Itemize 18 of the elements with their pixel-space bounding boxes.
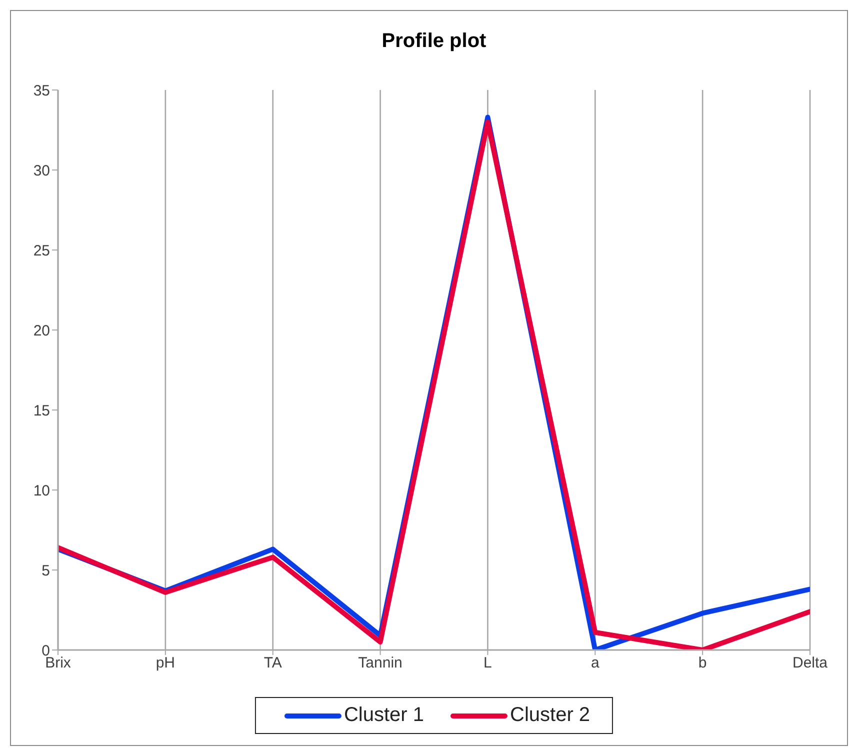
legend-label: Cluster 2 — [510, 704, 590, 727]
y-tick-label: 35 — [33, 82, 50, 100]
chart-title: Profile plot — [380, 30, 488, 53]
y-tick-label: 25 — [33, 242, 50, 260]
x-tick-label: L — [484, 654, 492, 672]
x-tick-label: a — [590, 654, 600, 672]
y-tick-label: 10 — [33, 482, 50, 500]
x-tick-label: Brix — [45, 654, 72, 672]
y-tick-label: 5 — [42, 562, 50, 580]
y-tick-label: 15 — [33, 402, 50, 420]
y-tick-label: 20 — [33, 322, 50, 340]
x-tick-label: b — [698, 654, 707, 672]
y-tick-label: 30 — [33, 162, 50, 180]
legend-label: Cluster 1 — [344, 704, 424, 727]
x-tick-label: Tannin — [358, 654, 402, 672]
x-tick-label: pH — [156, 654, 176, 672]
x-tick-label: Delta — [792, 654, 828, 672]
x-tick-label: TA — [264, 654, 282, 672]
